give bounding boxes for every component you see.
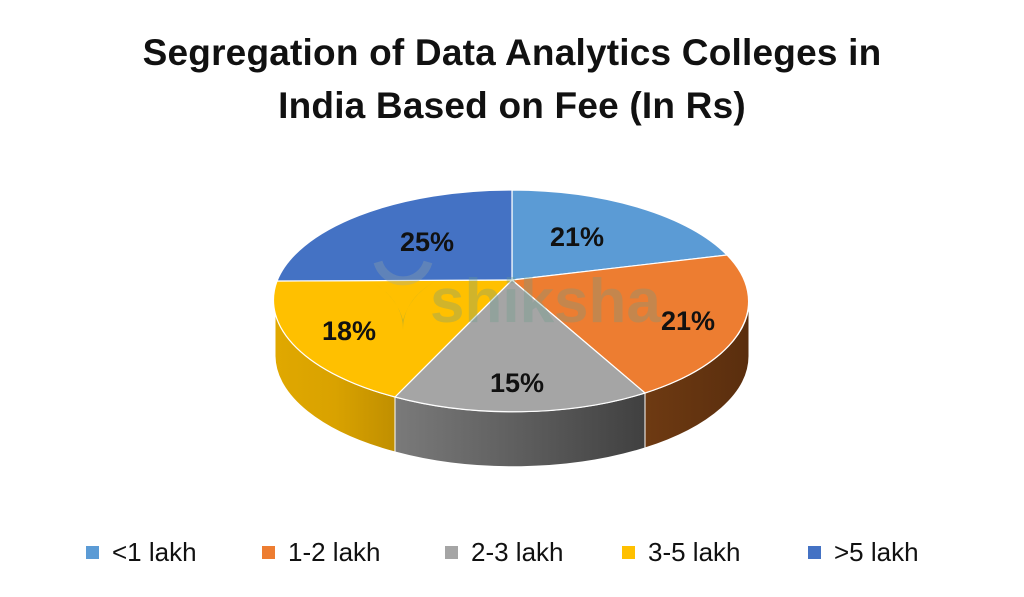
pie-top [272, 189, 750, 413]
legend-item-2-3-lakh[interactable]: 2-3 lakh [445, 535, 564, 569]
watermark-logo-icon [373, 260, 433, 286]
legend-item-lt-1-lakh[interactable]: <1 lakh [86, 535, 197, 569]
legend-swatch-gt-5-lakh [808, 545, 821, 559]
slice-3-5-lakh[interactable] [272, 279, 514, 398]
watermark-text: shiksha [430, 267, 661, 336]
data-label-2-3-lakh: 15% [490, 368, 544, 398]
data-label-3-5-lakh: 18% [322, 316, 376, 346]
shiksha-watermark: shiksha [372, 260, 661, 336]
data-label-1-2-lakh: 21% [661, 306, 715, 336]
watermark-drop-icon [372, 282, 434, 330]
slice-1-2-lakh[interactable] [510, 254, 750, 394]
data-labels: 21% 21% 15% 18% 25% [322, 222, 715, 398]
legend-swatch-3-5-lakh [622, 545, 635, 559]
data-label-gt-5-lakh: 25% [400, 227, 454, 257]
legend-swatch-lt-1-lakh [86, 545, 99, 559]
legend-item-3-5-lakh[interactable]: 3-5 lakh [622, 535, 741, 569]
chart-title: Segregation of Data Analytics Colleges i… [0, 26, 1024, 132]
legend-label: <1 lakh [112, 536, 197, 567]
legend-swatch-2-3-lakh [445, 545, 458, 559]
legend-label: 2-3 lakh [471, 536, 564, 567]
chart-title-line-1: Segregation of Data Analytics Colleges i… [142, 32, 882, 73]
legend-label: 1-2 lakh [288, 536, 381, 567]
legend-item-1-2-lakh[interactable]: 1-2 lakh [262, 535, 381, 569]
legend-label: 3-5 lakh [648, 536, 741, 567]
legend-item-gt-5-lakh[interactable]: >5 lakh [808, 535, 919, 569]
slice-gt-5-lakh[interactable] [276, 189, 513, 282]
legend-label: >5 lakh [834, 536, 919, 567]
legend-swatch-1-2-lakh [262, 545, 275, 559]
data-label-lt-1-lakh: 21% [550, 222, 604, 252]
slice-lt-1-lakh[interactable] [511, 189, 729, 281]
slice-2-3-lakh[interactable] [393, 279, 647, 413]
chart-title-line-2: India Based on Fee (In Rs) [278, 85, 746, 126]
chart-legend: <1 lakh 1-2 lakh 2-3 lakh 3-5 lakh >5 la… [0, 535, 1024, 569]
